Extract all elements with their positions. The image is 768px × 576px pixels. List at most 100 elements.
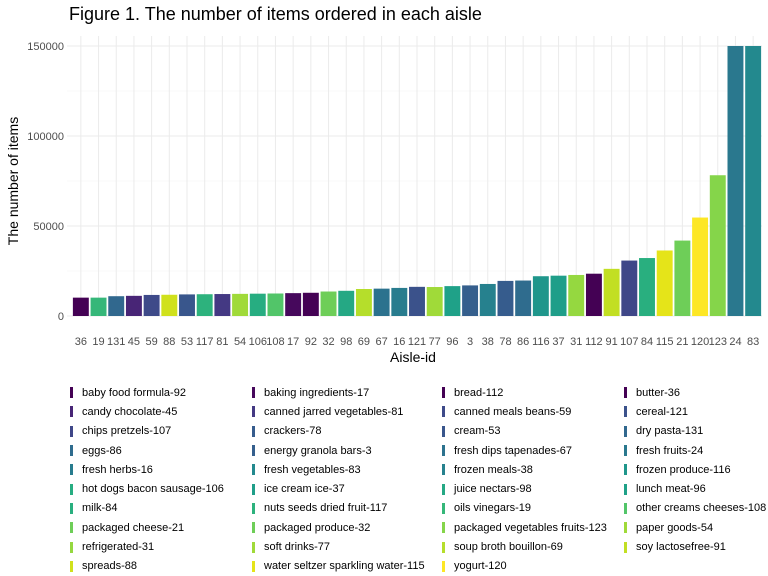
legend-label: bread-112	[454, 386, 504, 399]
bar-aisle-91	[603, 268, 620, 316]
x-tick-label: 81	[216, 336, 228, 348]
legend-swatch	[70, 464, 73, 476]
x-tick-label: 117	[196, 336, 214, 348]
x-axis-title: Aisle-id	[390, 349, 436, 365]
legend-label: eggs-86	[82, 444, 122, 457]
bar-aisle-54	[232, 293, 249, 316]
legend-label: packaged produce-32	[264, 521, 371, 534]
x-tick-label: 107	[620, 336, 638, 348]
x-tick-label: 78	[499, 336, 511, 348]
legend-swatch	[442, 522, 445, 534]
x-tick-label: 53	[181, 336, 193, 348]
legend-item: paper goods-54	[624, 518, 768, 537]
legend-swatch	[252, 445, 255, 457]
x-tick-label: 131	[107, 336, 125, 348]
legend-swatch	[252, 541, 255, 553]
bar-aisle-88	[161, 294, 178, 316]
chart-title: Figure 1. The number of items ordered in…	[69, 4, 482, 24]
legend-label: juice nectars-98	[454, 483, 532, 496]
bar-aisle-53	[179, 294, 195, 316]
bars	[72, 46, 762, 316]
legend-item: packaged produce-32	[252, 518, 442, 537]
legend-label: lunch meat-96	[636, 483, 706, 496]
legend-swatch	[442, 560, 445, 572]
x-tick-label: 32	[322, 336, 334, 348]
legend-item: packaged cheese-21	[70, 518, 252, 537]
x-tick-label: 108	[266, 336, 284, 348]
legend-swatch	[624, 502, 627, 514]
legend-item: nuts seeds dried fruit-117	[252, 499, 442, 518]
x-tick-label: 19	[92, 336, 104, 348]
y-tick-label: 150000	[27, 41, 64, 53]
bar-aisle-107	[621, 260, 638, 316]
legend-swatch	[624, 522, 627, 534]
bar-aisle-59	[143, 294, 160, 316]
legend-label: frozen meals-38	[454, 463, 533, 476]
bar-aisle-121	[409, 286, 425, 316]
legend-label: baby food formula-92	[82, 386, 186, 399]
x-tick-label: 31	[570, 336, 582, 348]
bar-aisle-16	[391, 287, 408, 316]
bar-aisle-92	[302, 292, 319, 316]
legend-swatch	[70, 483, 73, 495]
legend-swatch	[442, 445, 445, 457]
legend-label: water seltzer sparkling water-115	[264, 560, 425, 573]
bar-aisle-36	[72, 297, 89, 316]
bar-aisle-112	[585, 273, 602, 316]
bar-aisle-84	[639, 258, 655, 316]
x-tick-label: 54	[234, 336, 246, 348]
x-tick-label: 112	[585, 336, 603, 348]
legend-label: dry pasta-131	[636, 425, 704, 438]
legend-item: fresh dips tapenades-67	[442, 441, 624, 460]
x-tick-label: 106	[249, 336, 267, 348]
legend-item: bread-112	[442, 383, 624, 402]
bar-aisle-3	[462, 285, 479, 316]
legend-swatch	[70, 522, 73, 534]
legend-item: other creams cheeses-108	[624, 499, 768, 518]
x-tick-label: 45	[128, 336, 140, 348]
legend-swatch	[252, 560, 255, 572]
x-tick-label: 17	[287, 336, 299, 348]
legend-swatch	[442, 387, 445, 399]
x-tick-label: 59	[145, 336, 157, 348]
legend-item: soft drinks-77	[252, 537, 442, 556]
legend-item: fresh herbs-16	[70, 460, 252, 479]
legend-label: paper goods-54	[636, 521, 714, 534]
legend-item: cereal-121	[624, 402, 768, 421]
legend-swatch	[70, 502, 73, 514]
legend-item: juice nectars-98	[442, 479, 624, 498]
legend-item: spreads-88	[70, 557, 252, 576]
legend-swatch	[624, 425, 627, 437]
x-tick-label: 24	[729, 336, 741, 348]
bar-aisle-117	[196, 294, 213, 316]
legend-item: baking ingredients-17	[252, 383, 442, 402]
x-tick-label: 123	[709, 336, 727, 348]
legend-item: canned meals beans-59	[442, 402, 624, 421]
legend-swatch	[442, 483, 445, 495]
legend-item: hot dogs bacon sausage-106	[70, 479, 252, 498]
legend-swatch	[442, 406, 445, 418]
legend-swatch	[624, 464, 627, 476]
legend-swatch	[442, 502, 445, 514]
legend-item: oils vinegars-19	[442, 499, 624, 518]
legend-label: butter-36	[636, 386, 681, 399]
bar-aisle-98	[338, 290, 355, 316]
legend-label: fresh fruits-24	[636, 444, 704, 457]
legend-label: canned jarred vegetables-81	[264, 405, 404, 418]
legend: baby food formula-92 candy chocolate-45 ch…	[70, 383, 768, 576]
legend-swatch	[624, 387, 627, 399]
bar-aisle-19	[90, 297, 107, 316]
bar-aisle-86	[515, 280, 532, 316]
legend-label: milk-84	[82, 502, 118, 515]
x-tick-label: 96	[446, 336, 458, 348]
legend-label: soup broth bouillon-69	[454, 541, 563, 554]
x-tick-label: 116	[532, 336, 550, 348]
legend-swatch	[70, 560, 73, 572]
legend-label: packaged vegetables fruits-123	[454, 521, 607, 534]
legend-swatch	[70, 445, 73, 457]
legend-swatch	[442, 464, 445, 476]
legend-item: lunch meat-96	[624, 479, 768, 498]
legend-label: cream-53	[454, 425, 501, 438]
legend-label: crackers-78	[264, 425, 322, 438]
legend-item: dry pasta-131	[624, 422, 768, 441]
